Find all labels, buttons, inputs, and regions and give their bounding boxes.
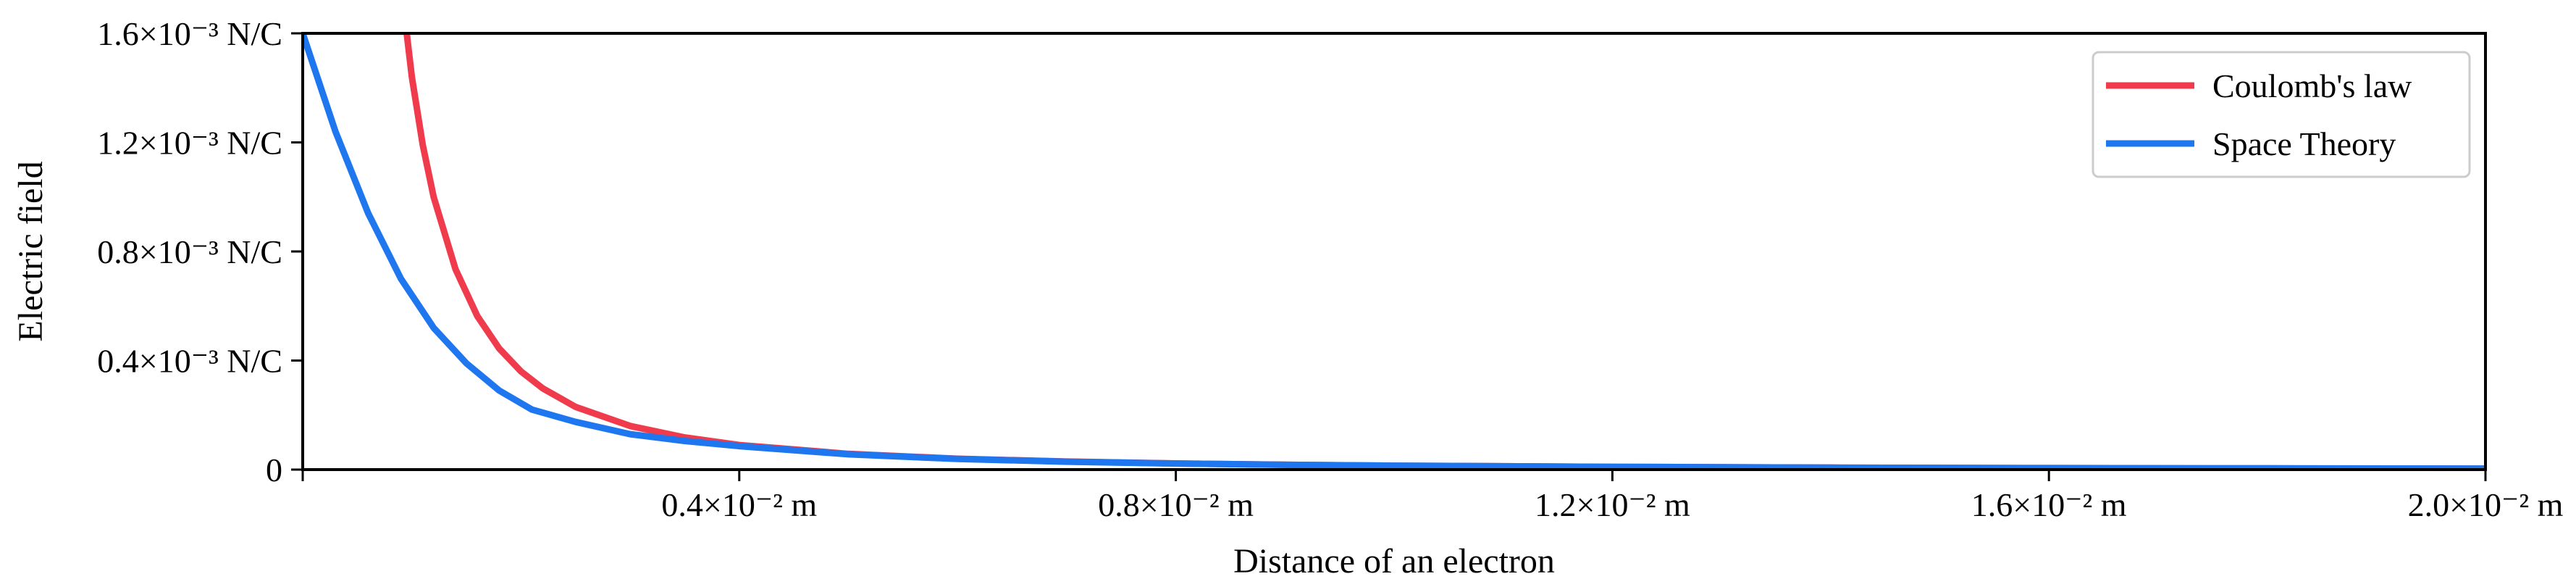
y-tick-label: 1.6×10⁻³ N/C bbox=[97, 15, 282, 52]
x-tick-label: 1.6×10⁻² m bbox=[1971, 486, 2127, 523]
series-line-2 bbox=[303, 33, 2485, 470]
y-tick-label: 1.2×10⁻³ N/C bbox=[97, 125, 282, 162]
x-axis-title: Distance of an electron bbox=[1233, 542, 1555, 580]
x-tick-label: 0.8×10⁻² m bbox=[1098, 486, 1254, 523]
x-axis-ticks: 0.4×10⁻² m 0.8×10⁻² m 1.2×10⁻² m 1.6×10⁻² m… bbox=[301, 470, 2564, 523]
x-tick-label: 2.0×10⁻² m bbox=[2408, 486, 2564, 523]
legend-label-2: Space Theory bbox=[2212, 125, 2396, 162]
y-tick-label: 0.8×10⁻³ N/C bbox=[97, 233, 282, 270]
legend-label-1: Coulomb's law bbox=[2212, 67, 2412, 104]
y-axis-ticks: 0 0.4×10⁻³ N/C 0.8×10⁻³ N/C 1.2×10⁻³ N/C 1.6… bbox=[97, 15, 303, 488]
series-layer bbox=[303, 33, 2485, 470]
y-tick-label: 0 bbox=[266, 451, 282, 488]
x-tick-label: 1.2×10⁻² m bbox=[1535, 486, 1690, 523]
y-axis-title: Electric field bbox=[12, 161, 50, 341]
y-tick-label: 0.4×10⁻³ N/C bbox=[97, 343, 282, 380]
legend: Coulomb's law Space Theory bbox=[2092, 51, 2471, 178]
x-tick-label: 0.4×10⁻² m bbox=[661, 486, 817, 523]
